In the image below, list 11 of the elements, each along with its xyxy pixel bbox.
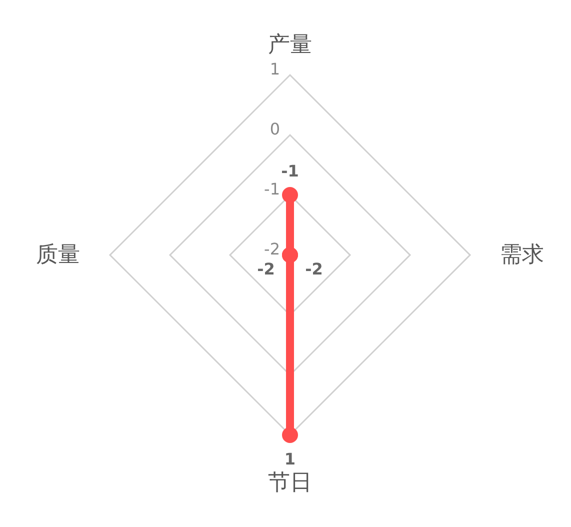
- data-label: -2: [305, 260, 323, 278]
- y-tick-label: 0: [270, 120, 280, 138]
- y-tick-label: -2: [264, 240, 280, 258]
- spoke-label: 产量: [268, 32, 312, 58]
- spoke-label: 需求: [500, 242, 544, 268]
- spoke-label: 节日: [268, 470, 312, 496]
- data-label: 1: [284, 450, 296, 468]
- y-tick-label: -1: [264, 180, 280, 198]
- data-label: -1: [281, 162, 299, 180]
- spoke-label: 质量: [36, 242, 80, 268]
- y-tick-label: 1: [270, 60, 280, 78]
